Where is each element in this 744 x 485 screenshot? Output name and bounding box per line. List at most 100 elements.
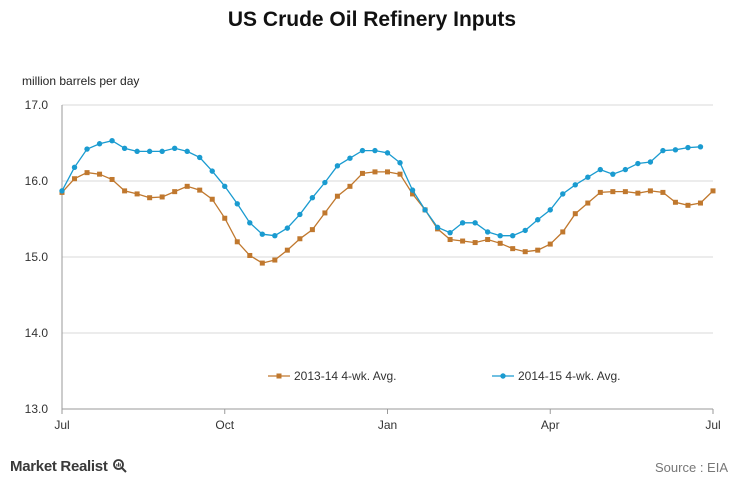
data-point (272, 257, 278, 263)
axes: 13.0 14.0 15.0 16.0 17.0 Jul Oct Jan Apr Jul (25, 98, 721, 432)
legend: 2013-14 4-wk. Avg. 2014-15 4-wk. Avg. (268, 369, 621, 383)
chart-title: US Crude Oil Refinery Inputs (227, 8, 517, 31)
data-point (572, 211, 578, 217)
data-point (585, 174, 591, 180)
data-point (347, 183, 353, 189)
data-point (359, 147, 366, 154)
data-point (385, 169, 390, 175)
data-point (635, 190, 641, 196)
data-point (121, 145, 128, 152)
data-point (497, 240, 503, 246)
data-point (259, 231, 266, 237)
y-tick-label: 17.0 (25, 98, 49, 112)
data-point (334, 163, 341, 169)
data-point (171, 145, 178, 152)
legend-entry-2: 2014-15 4-wk. Avg. (492, 369, 621, 383)
data-point (672, 199, 678, 205)
data-point (660, 189, 666, 195)
data-point (422, 207, 428, 213)
data-point (447, 229, 453, 236)
brand-logo: Market Realist (10, 458, 128, 475)
data-point (510, 246, 516, 252)
data-point (109, 138, 115, 144)
x-tick-label: Apr (541, 418, 560, 432)
data-point (109, 176, 115, 182)
y-axis-unit-label: million barrels per day (22, 74, 140, 88)
data-point (134, 191, 140, 197)
data-point (597, 189, 603, 195)
data-point (647, 159, 654, 165)
data-point (610, 171, 616, 177)
data-point (184, 183, 190, 189)
data-point (697, 200, 703, 206)
legend-label: 2013-14 4-wk. Avg. (294, 369, 397, 383)
data-point (134, 148, 140, 155)
series-line (61, 171, 714, 264)
data-point (672, 147, 679, 153)
data-point (72, 176, 78, 182)
data-point (284, 247, 290, 253)
data-point (522, 249, 528, 255)
data-point (572, 182, 578, 188)
data-point (322, 179, 328, 186)
x-tick-label: Jan (378, 418, 397, 432)
data-point (71, 164, 78, 171)
data-point (535, 217, 541, 223)
data-point (247, 220, 253, 226)
data-point (484, 229, 491, 235)
y-tick-label: 14.0 (25, 326, 49, 340)
data-point (622, 189, 628, 195)
series-line (61, 140, 701, 237)
data-point (234, 239, 240, 245)
data-point (159, 148, 165, 155)
data-point (535, 247, 541, 253)
data-point (222, 215, 228, 221)
data-point (635, 160, 641, 167)
data-point (122, 188, 128, 194)
data-point (597, 166, 604, 173)
legend-entry-1: 2013-14 4-wk. Avg. (268, 369, 397, 383)
data-point (647, 188, 653, 194)
data-point (610, 189, 616, 195)
legend-marker (276, 373, 282, 379)
data-point (397, 171, 403, 177)
data-point (322, 210, 328, 216)
data-point (622, 166, 629, 173)
data-point (560, 191, 566, 197)
data-point (247, 252, 253, 258)
data-point (184, 148, 190, 155)
y-tick-label: 15.0 (25, 250, 49, 264)
data-point (334, 193, 340, 199)
data-point (359, 170, 365, 176)
data-point (209, 168, 215, 174)
y-tick-label: 13.0 (25, 402, 49, 416)
data-point (459, 220, 466, 226)
data-point (685, 144, 691, 151)
series-group (59, 138, 716, 266)
legend-marker (500, 373, 506, 379)
x-tick-label: Oct (215, 418, 234, 432)
data-point (147, 195, 153, 201)
data-point (97, 171, 103, 177)
source-note: Source : EIA (655, 460, 728, 475)
data-point (522, 227, 528, 234)
data-point (410, 191, 416, 197)
data-point (472, 240, 478, 246)
data-point (172, 189, 178, 195)
y-tick-label: 16.0 (25, 174, 49, 188)
data-point (472, 220, 478, 226)
data-point (197, 187, 203, 193)
data-point (372, 147, 378, 154)
data-point (547, 241, 553, 247)
x-tick-label: Jul (54, 418, 69, 432)
data-point (309, 195, 316, 201)
data-point (159, 194, 165, 200)
brand-name: Market Realist (10, 458, 108, 475)
gridlines (62, 104, 713, 334)
data-point (710, 188, 716, 194)
data-point (297, 236, 303, 242)
data-point (272, 233, 278, 239)
series-1 (59, 169, 716, 266)
data-point (146, 148, 153, 155)
